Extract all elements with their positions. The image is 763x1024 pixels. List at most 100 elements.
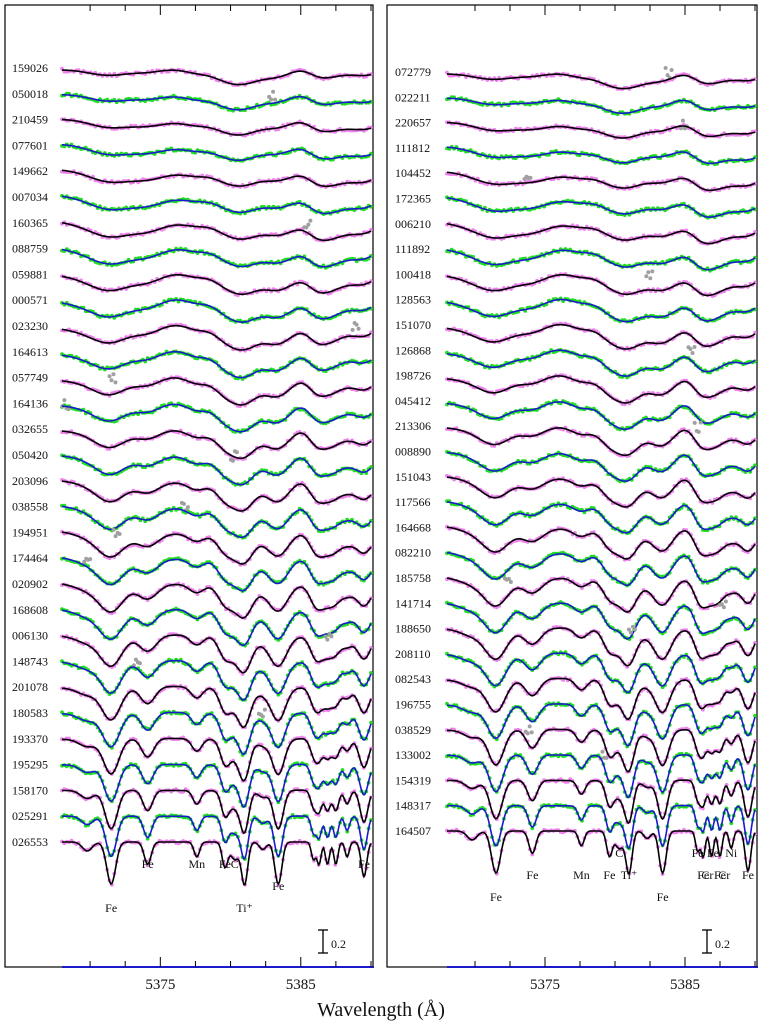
star-label: 050420 [12, 448, 48, 462]
masked-point [109, 378, 114, 383]
scale-bar-label: 0.2 [331, 937, 346, 951]
masked-point [692, 345, 697, 349]
masked-point [273, 97, 278, 102]
star-label: 111892 [395, 242, 430, 256]
model-spectrum [446, 602, 756, 640]
model-spectrum [62, 94, 372, 111]
masked-point [690, 351, 695, 355]
model-spectrum [446, 298, 756, 323]
masked-point [181, 501, 186, 506]
star-label: 194951 [12, 525, 48, 539]
model-spectrum [62, 763, 372, 809]
star-label: 126868 [395, 343, 431, 357]
star-label: 158170 [12, 783, 48, 797]
model-spectrum [61, 557, 372, 592]
scale-bar-label: 0.2 [715, 937, 730, 951]
model-spectrum [447, 779, 756, 825]
masked-point [506, 576, 511, 581]
masked-point [648, 276, 653, 281]
line-id-label: Cr [718, 868, 730, 882]
masked-point [356, 326, 361, 331]
observed-spectrum [445, 348, 757, 380]
x-tick-label: 5385 [670, 977, 700, 993]
masked-point [107, 374, 112, 379]
star-label: 007034 [12, 190, 48, 204]
x-tick-label: 5375 [145, 977, 175, 993]
left-panel: 5375 5385 159026 050018 210459 077601 149662 00… [4, 4, 374, 993]
model-spectrum [61, 377, 372, 406]
line-id-label: Mn [573, 868, 590, 882]
model-spectrum [61, 324, 372, 351]
star-label: 172365 [395, 192, 431, 206]
line-id-label: Fe [142, 857, 154, 871]
star-label: 117566 [395, 495, 431, 509]
masked-point [329, 634, 334, 639]
line-id-label: Fe [490, 890, 502, 904]
model-spectrum [61, 685, 372, 729]
masked-point [721, 605, 726, 610]
model-spectrum [61, 169, 372, 188]
masked-point [111, 372, 116, 377]
observed-spectrum [445, 70, 757, 91]
star-label: 104452 [395, 166, 431, 180]
masked-point [644, 274, 649, 279]
model-spectrum [61, 274, 372, 296]
masked-point [304, 225, 309, 230]
masked-point [234, 450, 239, 455]
star-label: 159026 [12, 61, 48, 75]
masked-point [323, 634, 328, 639]
star-label: 133002 [395, 748, 431, 762]
model-spectrum [446, 501, 756, 534]
masked-point [698, 420, 703, 425]
masked-point [508, 580, 513, 584]
masked-point [632, 627, 637, 632]
star-label: 025291 [12, 809, 48, 823]
masked-point [271, 89, 276, 94]
model-spectrum [61, 634, 372, 674]
masked-point [719, 602, 724, 607]
star-label: 000571 [12, 293, 48, 307]
star-label: 111812 [395, 141, 430, 155]
star-label: 038529 [395, 723, 431, 737]
model-spectrum [61, 403, 372, 433]
observed-spectrum [445, 499, 757, 536]
model-spectrum [446, 274, 756, 297]
observed-spectrum [445, 474, 757, 509]
star-label: 100418 [395, 267, 431, 281]
star-label: 168608 [12, 603, 48, 617]
line-id-label: Fe [714, 868, 726, 882]
model-spectrum [446, 401, 756, 431]
model-spectrum [446, 249, 756, 271]
model-spectrum [446, 323, 756, 350]
masked-point [696, 429, 701, 434]
masked-point [723, 599, 728, 604]
masked-point [650, 269, 655, 274]
line-id-label: Mn [189, 857, 206, 871]
star-label: 174464 [12, 551, 48, 565]
masked-point [527, 724, 532, 729]
masked-point [646, 270, 651, 275]
star-label: 208110 [395, 647, 431, 661]
observed-spectrum [445, 221, 757, 246]
star-label: 185758 [395, 571, 431, 585]
model-spectrum [447, 830, 756, 875]
model-spectrum [61, 583, 372, 619]
line-id-label: Fe [603, 868, 615, 882]
star-label: 082543 [395, 672, 431, 686]
model-spectrum [61, 480, 372, 512]
star-label: 201078 [12, 680, 48, 694]
masked-point [680, 118, 685, 123]
scale-bar: 0.2 [318, 929, 346, 954]
line-id-label: Fe [692, 846, 704, 860]
star-label: 006210 [395, 217, 431, 231]
model-spectrum [447, 804, 756, 850]
masked-point [600, 749, 605, 754]
masked-point [306, 222, 311, 227]
model-spectrum [62, 841, 372, 886]
model-spectrum [446, 677, 756, 721]
model-spectrum [61, 195, 372, 215]
star-label: 057749 [12, 371, 48, 385]
model-spectrum [446, 551, 756, 587]
model-spectrum [61, 222, 372, 242]
model-spectrum [62, 789, 372, 835]
